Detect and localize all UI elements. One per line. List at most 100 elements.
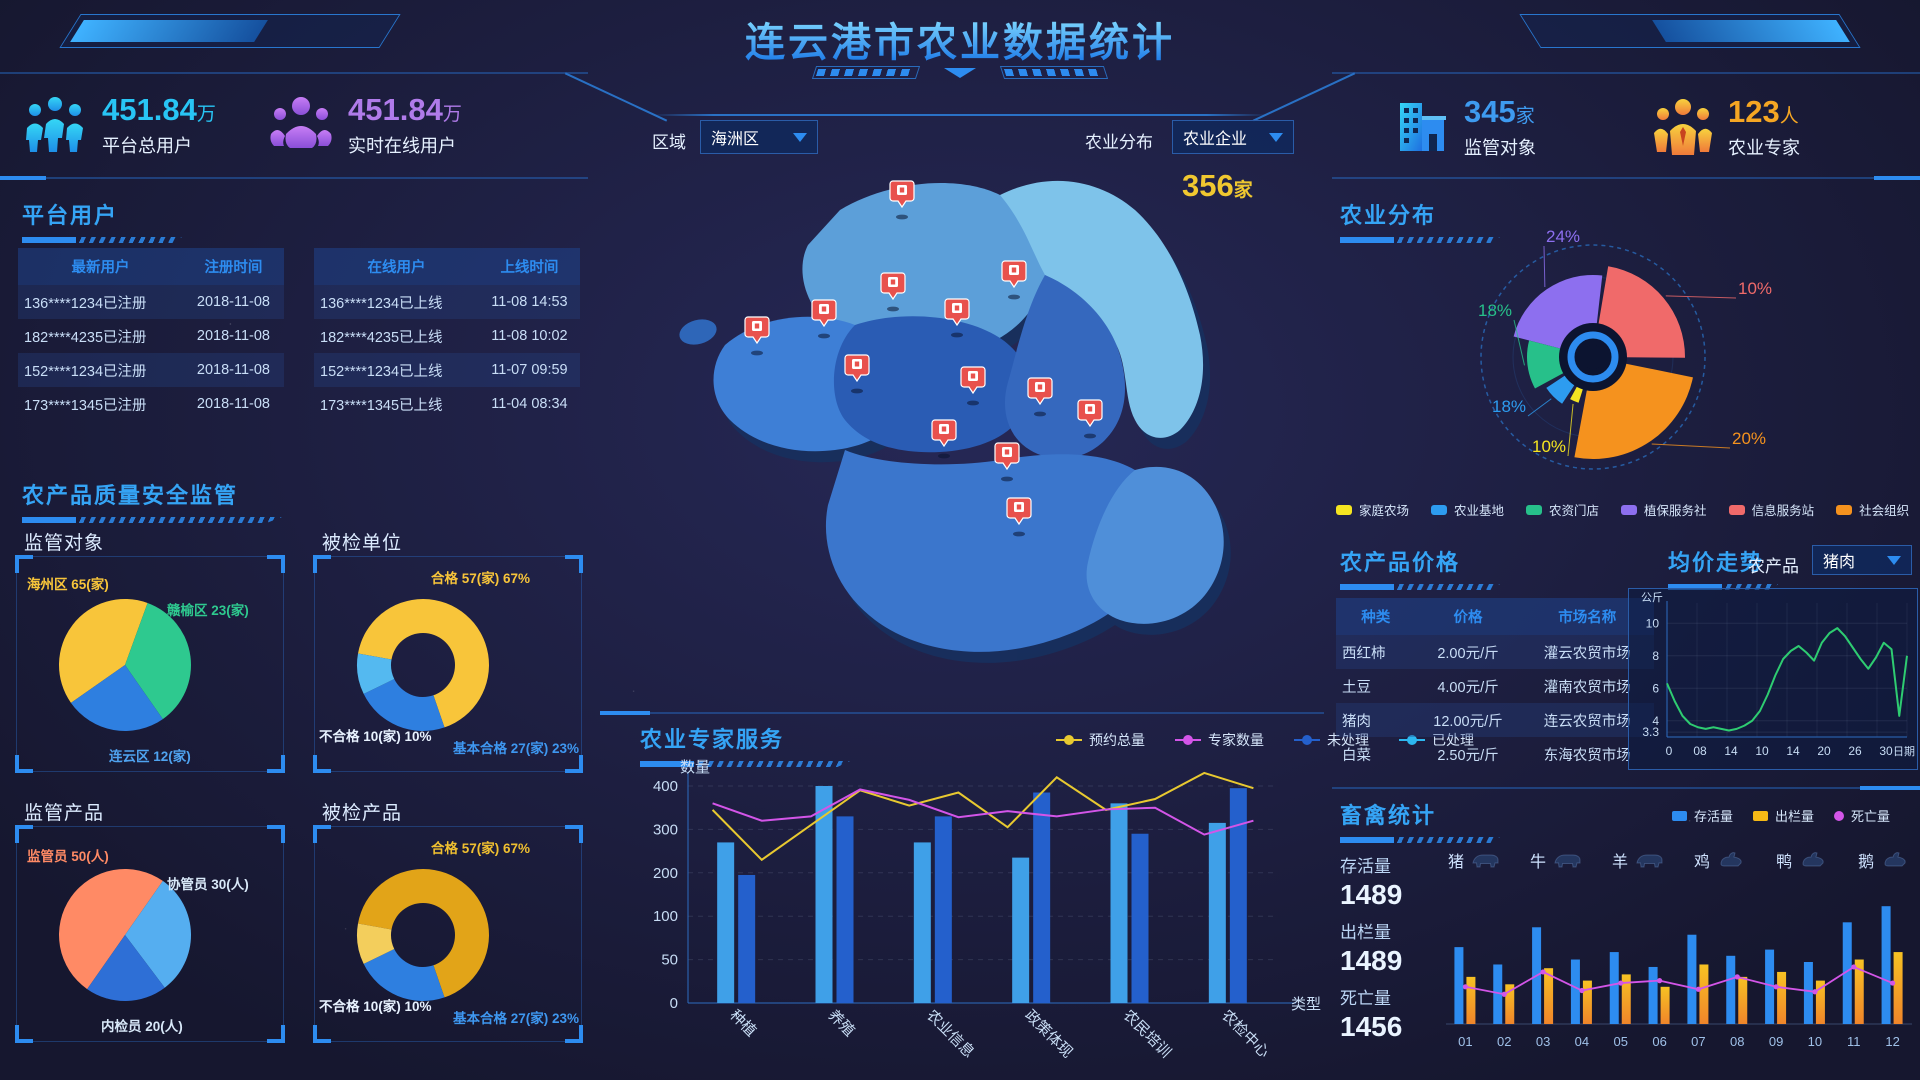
bird-icon (1884, 852, 1906, 867)
trend-panel: 10 8 6 4 3.3 公斤 0 08 14 10 14 20 26 30 日期 (1628, 588, 1918, 770)
legend-item[interactable]: 预约总量 (1056, 730, 1145, 750)
svg-text:200: 200 (653, 865, 678, 882)
svg-text:30: 30 (1879, 744, 1893, 758)
map-pin[interactable] (1006, 497, 1032, 537)
product-label: 农产品 (1748, 557, 1799, 576)
table-row: 白菜 2.50元/斤 东海农贸市场 (1342, 747, 1631, 764)
svg-text:08: 08 (1730, 1034, 1744, 1049)
legend-item[interactable]: 存活量 (1672, 806, 1733, 825)
legend-item[interactable]: 死亡量 (1834, 806, 1890, 825)
pie-card-checked-unit: 合格 57(家) 67% 基本合格 27(家) 23% 不合格 10(家) 10% (313, 555, 583, 773)
stat-value: 123 (1728, 94, 1780, 129)
svg-text:政策体现: 政策体现 (1021, 1007, 1075, 1061)
map-pin[interactable] (1001, 260, 1027, 300)
table-row: 西红柿 2.00元/斤 灌云农贸市场 (1336, 635, 1654, 669)
section-title-quality: 农产品质量安全监管 (22, 478, 282, 523)
legend-item[interactable]: 农资门店 (1526, 500, 1599, 519)
table-row: 土豆 4.00元/斤 灌南农贸市场 (1342, 679, 1631, 696)
stat-label: 农业专家 (1728, 138, 1800, 158)
legend-item[interactable]: 信息服务站 (1728, 500, 1814, 519)
legend-item[interactable]: 农业基地 (1431, 500, 1504, 519)
svg-text:20%: 20% (1732, 429, 1766, 448)
stat-label: 监管对象 (1464, 138, 1536, 158)
animal-item-6: 鹅 (1858, 848, 1910, 872)
map-pin[interactable] (1077, 399, 1103, 439)
map-pin[interactable] (1027, 377, 1053, 417)
table-row: 152****1234已上线 11-07 09:59 (314, 353, 580, 387)
pie-slice-label: 监管员 50(人) (27, 849, 109, 864)
legend-item[interactable]: 家庭农场 (1336, 500, 1409, 519)
map-pin[interactable] (944, 298, 970, 338)
animal-item-4: 鸡 (1694, 848, 1746, 872)
pie-slice-label: 连云区 12(家) (109, 749, 191, 764)
city-map (679, 180, 1231, 663)
map-pin[interactable] (960, 366, 986, 406)
chart-label-supervise-product: 监管产品 (24, 803, 105, 824)
map-pin[interactable] (994, 442, 1020, 482)
animal-item-1: 猪 (1448, 848, 1500, 872)
svg-text:农业信息: 农业信息 (923, 1007, 977, 1061)
distribution-select[interactable]: 农业企业 (1172, 120, 1294, 154)
pie-slice-label: 基本合格 27(家) 23% (453, 1011, 580, 1026)
pie-slice-label: 合格 57(家) 67% (431, 841, 531, 856)
section-title-expert-service: 农业专家服务 (640, 722, 850, 767)
section-title-price: 农产品价格 (1340, 545, 1500, 590)
svg-text:11: 11 (1847, 1034, 1861, 1049)
svg-text:07: 07 (1691, 1034, 1705, 1049)
svg-text:4: 4 (1652, 714, 1659, 728)
right-panel-top-line (1332, 72, 1920, 74)
region-select[interactable]: 海洲区 (700, 120, 818, 154)
svg-text:04: 04 (1575, 1034, 1589, 1049)
legend-item[interactable]: 社会组织 (1836, 500, 1909, 519)
legend-item[interactable]: 植保服务社 (1621, 500, 1707, 519)
bird-icon (1802, 852, 1824, 867)
svg-text:12: 12 (1885, 1034, 1899, 1049)
map-pin[interactable] (889, 180, 915, 220)
region-label: 区域 (652, 133, 686, 152)
expert-legend: 预约总量 专家数量 未处理 已处理 (1056, 730, 1474, 750)
svg-text:日期: 日期 (1893, 745, 1915, 758)
svg-text:10%: 10% (1532, 437, 1566, 456)
mammal-icon (1554, 854, 1581, 868)
pie-chart (59, 869, 192, 1001)
stat-experts: 123人 农业专家 (1652, 94, 1800, 160)
bird-icon (1720, 852, 1742, 867)
expert-section-divider (600, 711, 1324, 715)
pie-slice-label: 协管员 30(人) (167, 877, 249, 892)
stat-label: 平台总用户 (102, 136, 192, 156)
table-row: 猪肉 12.00元/斤 连云农贸市场 (1336, 703, 1654, 737)
pie-slice-label: 基本合格 27(家) 23% (453, 741, 580, 756)
svg-text:26: 26 (1848, 744, 1862, 758)
legend-item[interactable]: 出栏量 (1753, 806, 1814, 825)
svg-text:08: 08 (1693, 744, 1707, 758)
table-row: 152****1234已注册 2018-11-08 (18, 353, 284, 387)
stat-label: 实时在线用户 (348, 136, 456, 156)
legend-item[interactable]: 未处理 (1294, 730, 1369, 750)
legend-item[interactable]: 专家数量 (1175, 730, 1264, 750)
map-pin[interactable] (744, 316, 770, 356)
left-panel-divider (0, 176, 588, 180)
pie-card-supervise-product: 监管员 50(人) 协管员 30(人) 内检员 20(人) (15, 825, 285, 1043)
animal-item-5: 鸭 (1776, 848, 1828, 872)
chart-label-checked-product: 被检产品 (322, 803, 403, 824)
stat-value: 451.84 (348, 92, 443, 127)
pie-chart (357, 869, 489, 1001)
map-pin[interactable] (880, 272, 906, 312)
stat-online-users: 451.84万 实时在线用户 (268, 92, 462, 158)
header-emblem (0, 66, 1920, 79)
map-pin[interactable] (844, 354, 870, 394)
left-panel-top-line (0, 72, 588, 74)
svg-text:0: 0 (670, 995, 678, 1012)
chart-label-checked-unit: 被检单位 (322, 533, 403, 554)
map-pin[interactable] (931, 419, 957, 459)
svg-text:20: 20 (1817, 744, 1831, 758)
table-header: 种类 价格 市场名称 (1336, 598, 1654, 635)
livestock-chart: 01 02 03 04 05 06 07 08 09 10 11 12 (1446, 906, 1912, 1049)
chevron-down-icon (1269, 132, 1283, 142)
svg-text:300: 300 (653, 821, 678, 838)
map-pin[interactable] (811, 299, 837, 339)
legend-item[interactable]: 已处理 (1399, 730, 1474, 750)
product-select[interactable]: 猪肉 (1812, 545, 1912, 575)
